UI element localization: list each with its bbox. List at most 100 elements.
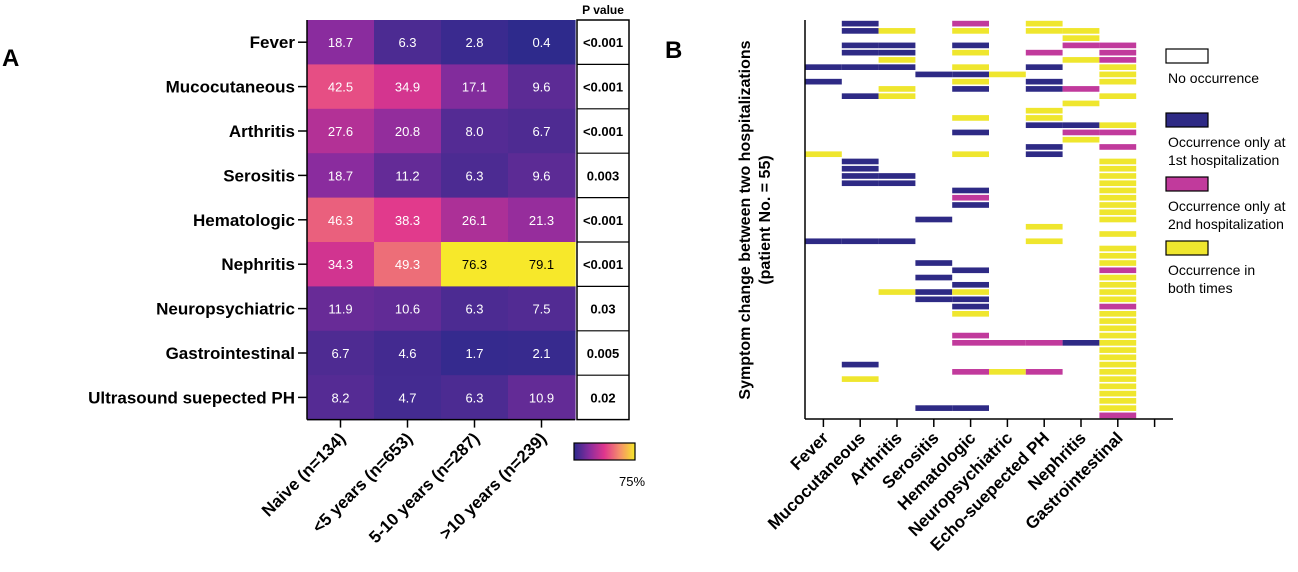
p-value-label: 0.02 xyxy=(590,390,615,405)
heatmap-cell xyxy=(307,108,375,154)
heatmap-cell xyxy=(1099,64,1137,70)
heatmap-cell xyxy=(1025,115,1063,121)
heatmap-cell xyxy=(952,187,989,194)
cell-value-label: 17.1 xyxy=(462,80,487,95)
heatmap-cell xyxy=(952,86,989,92)
legend-swatch xyxy=(1165,48,1209,64)
heatmap-cell xyxy=(441,242,509,287)
p-value-box xyxy=(576,19,630,421)
cell-value-label: 10.9 xyxy=(529,390,554,405)
heatmap-cell xyxy=(1099,71,1137,78)
legend-label-line2: 1st hospitalization xyxy=(1168,152,1279,168)
heatmap-cell xyxy=(441,330,509,376)
panel-a-heatmap: Fever 18.7 6.3 2.8 0.4 Mucocutaneous 42.5 34.9 1… xyxy=(88,3,645,547)
heatmap-cell xyxy=(1099,42,1137,49)
heatmap-cell xyxy=(1062,35,1100,41)
cell-value-label: 6.3 xyxy=(398,35,416,50)
heatmap-cell xyxy=(1025,340,1063,346)
cell-value-label: 6.7 xyxy=(532,124,550,139)
cell-value-label: 4.7 xyxy=(398,390,416,405)
heatmap-cell xyxy=(1099,93,1137,99)
p-value-label: 0.003 xyxy=(587,168,620,183)
heatmap-cell xyxy=(1099,245,1137,252)
heatmap-cell xyxy=(952,296,989,303)
heatmap-cell xyxy=(508,286,576,332)
heatmap-cell xyxy=(841,180,879,187)
heatmap-cell xyxy=(915,274,953,281)
heatmap-cell xyxy=(508,330,576,376)
heatmap-cell xyxy=(508,20,576,65)
heatmap-cell xyxy=(841,64,879,70)
heatmap-cell xyxy=(441,64,509,110)
cell-value-label: 34.9 xyxy=(395,80,420,95)
row-label: Arthritis xyxy=(229,122,295,141)
heatmap-cell xyxy=(1099,376,1137,382)
heatmap-cell xyxy=(1099,187,1137,194)
heatmap-cell xyxy=(841,238,879,245)
legend-swatch xyxy=(1165,240,1209,256)
legend-label: Occurrence only at xyxy=(1168,198,1286,214)
heatmap-cell xyxy=(441,375,509,421)
heatmap-cell xyxy=(952,115,989,121)
heatmap-cell xyxy=(307,20,375,65)
heatmap-cell xyxy=(878,180,916,187)
heatmap-cell xyxy=(952,289,989,295)
heatmap-cell xyxy=(441,153,509,199)
row-label: Hematologic xyxy=(193,211,295,230)
row-label: Neuropsychiatric xyxy=(156,300,295,319)
heatmap-cell xyxy=(1025,238,1063,245)
panel-label-a: A xyxy=(2,45,19,72)
cell-value-label: 6.3 xyxy=(465,168,483,183)
heatmap-cell xyxy=(1025,78,1063,85)
cell-value-label: 0.4 xyxy=(532,35,550,50)
cell-value-label: 7.5 xyxy=(532,302,550,317)
heatmap-cell xyxy=(952,28,989,34)
heatmap-cell xyxy=(1099,267,1137,274)
heatmap-cell xyxy=(307,197,375,243)
cell-value-label: 2.1 xyxy=(532,346,550,361)
p-value-label: <0.001 xyxy=(583,213,623,228)
heatmap-cell xyxy=(374,108,442,154)
cell-value-label: 8.2 xyxy=(331,390,349,405)
heatmap-cell xyxy=(841,158,879,165)
p-value-label: 0.03 xyxy=(590,302,615,317)
heatmap-cell xyxy=(1099,281,1137,288)
cell-value-label: 38.3 xyxy=(395,213,420,228)
y-axis-label-2: (patient No. = 55) xyxy=(757,155,774,284)
cell-value-label: 49.3 xyxy=(395,257,420,272)
p-value-label: <0.001 xyxy=(583,80,623,95)
heatmap-cell xyxy=(841,173,879,179)
heatmap-cell xyxy=(1025,107,1063,114)
row-label: Gastrointestinal xyxy=(166,344,295,363)
heatmap-cell xyxy=(878,49,916,56)
heatmap-cell xyxy=(952,49,989,56)
y-axis-label: Symptom change between two hospitalizati… xyxy=(737,40,754,399)
heatmap-cell xyxy=(1099,129,1137,136)
heatmap-cell xyxy=(952,20,989,27)
heatmap-cell xyxy=(1099,310,1137,317)
heatmap-cell xyxy=(1099,354,1137,361)
heatmap-cell xyxy=(915,216,953,223)
heatmap-cell xyxy=(952,369,989,375)
heatmap-cell xyxy=(1099,180,1137,187)
heatmap-cell xyxy=(1099,289,1137,295)
heatmap-cell xyxy=(915,71,953,78)
heatmap-cell xyxy=(1062,122,1100,129)
heatmap-cell xyxy=(878,173,916,179)
heatmap-cell xyxy=(841,49,879,56)
heatmap-cell xyxy=(952,42,989,49)
heatmap-cell xyxy=(307,375,375,421)
heatmap-cell xyxy=(1062,136,1100,143)
heatmap-cell xyxy=(307,286,375,332)
cell-value-label: 20.8 xyxy=(395,124,420,139)
legend-label: Occurrence in xyxy=(1168,262,1255,278)
heatmap-cell xyxy=(1025,49,1063,56)
heatmap-cell xyxy=(374,330,442,376)
legend-label-line2: both times xyxy=(1168,280,1233,296)
row-label: Ultrasound suepected PH xyxy=(88,388,295,407)
heatmap-cell xyxy=(1062,100,1100,107)
heatmap-cell xyxy=(508,375,576,421)
heatmap-cell xyxy=(952,194,989,201)
p-value-label: 0.005 xyxy=(587,346,620,361)
